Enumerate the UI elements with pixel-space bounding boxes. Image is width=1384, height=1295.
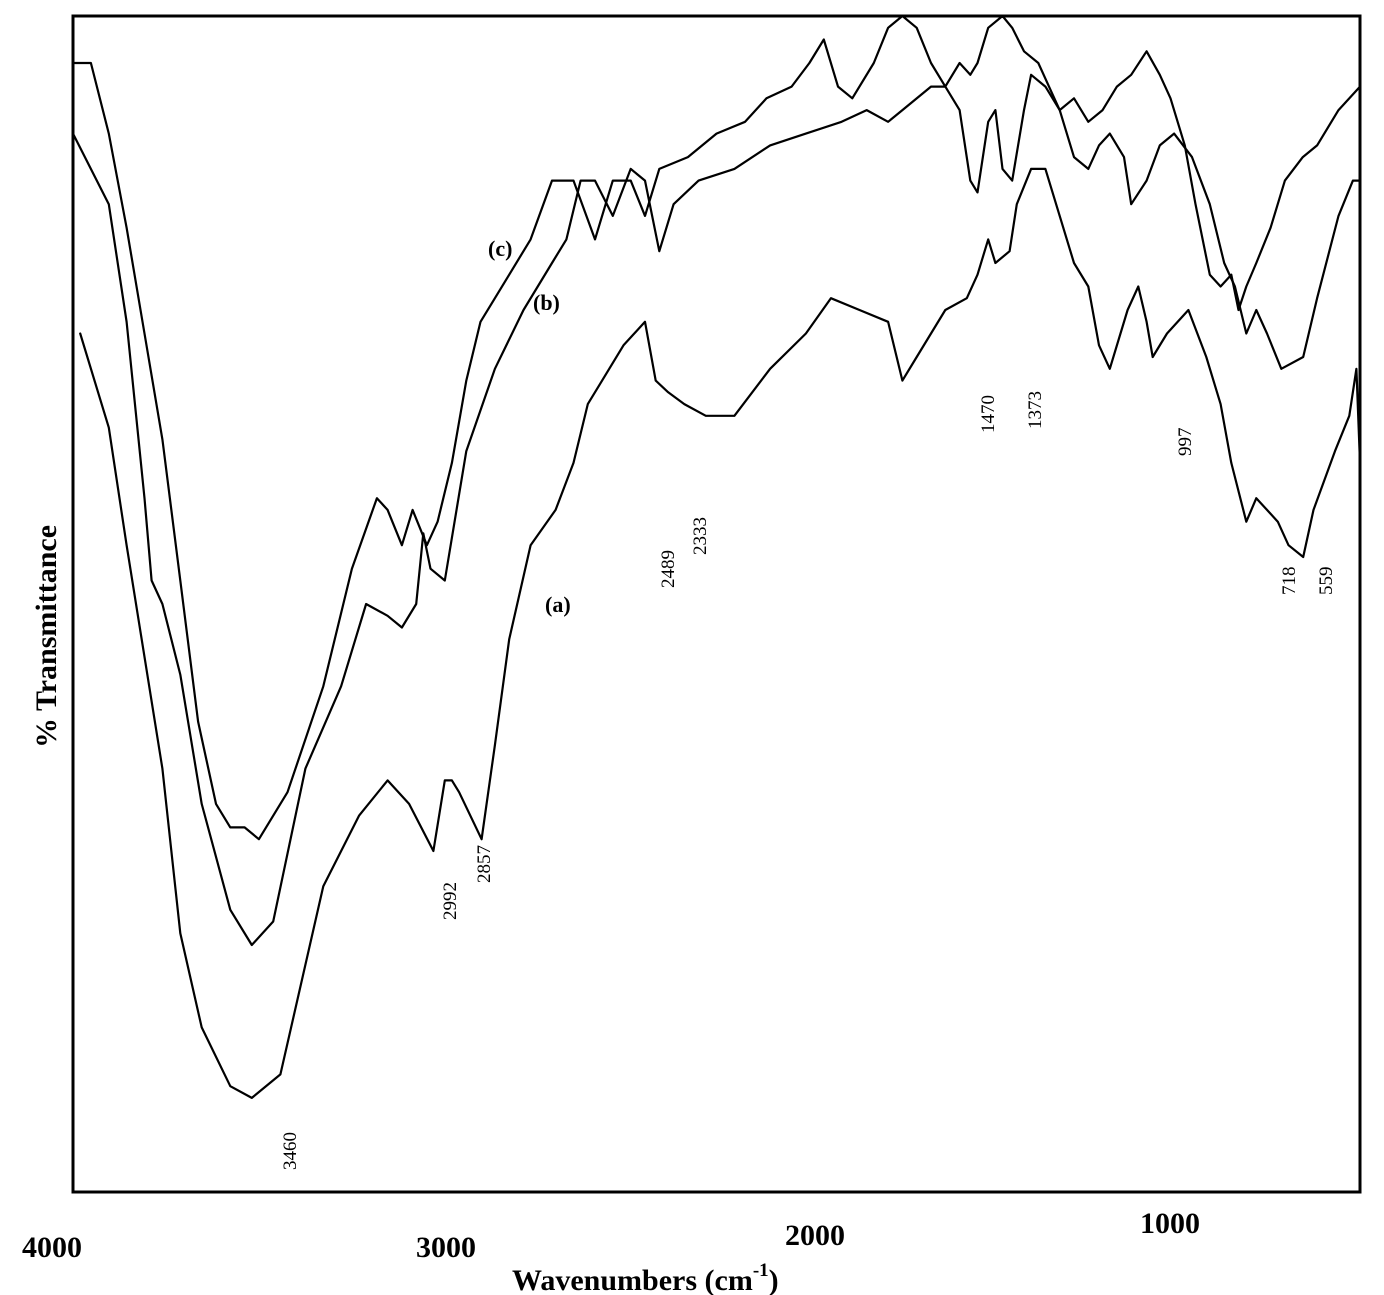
peak-label-2992: 2992 xyxy=(440,882,461,920)
x-axis-title-main: Wavenumbers (cm xyxy=(512,1264,753,1295)
series-line-b xyxy=(71,73,1362,947)
x-tick-label-2000: 2000 xyxy=(785,1219,845,1252)
peak-label-718: 718 xyxy=(1279,567,1300,596)
x-tick-label-4000: 4000 xyxy=(22,1231,82,1264)
series-label-b: (b) xyxy=(533,290,560,315)
plot-frame xyxy=(71,14,1362,1194)
peak-label-2333: 2333 xyxy=(690,517,711,555)
series-line-c xyxy=(71,14,1362,841)
peak-label-1470: 1470 xyxy=(978,395,999,433)
peak-label-2857: 2857 xyxy=(474,845,495,883)
x-tick-label-1000: 1000 xyxy=(1140,1207,1200,1240)
x-axis-title-close: ) xyxy=(769,1264,779,1295)
y-axis-title: % Transmittance xyxy=(30,525,63,748)
peak-label-997: 997 xyxy=(1175,428,1196,457)
x-tick-label-3000: 3000 xyxy=(416,1231,476,1264)
peak-label-1373: 1373 xyxy=(1025,391,1046,429)
peak-label-2489: 2489 xyxy=(658,550,679,588)
peak-label-3460: 3460 xyxy=(280,1132,301,1170)
series-line-a xyxy=(79,167,1362,1099)
series-label-c: (c) xyxy=(488,236,512,261)
spectra-curves xyxy=(71,14,1362,1099)
peak-label-559: 559 xyxy=(1316,567,1337,596)
x-axis-title: Wavenumbers (cm-1) xyxy=(512,1260,779,1295)
series-label-a: (a) xyxy=(545,592,571,617)
x-axis-title-sup: -1 xyxy=(753,1260,769,1281)
